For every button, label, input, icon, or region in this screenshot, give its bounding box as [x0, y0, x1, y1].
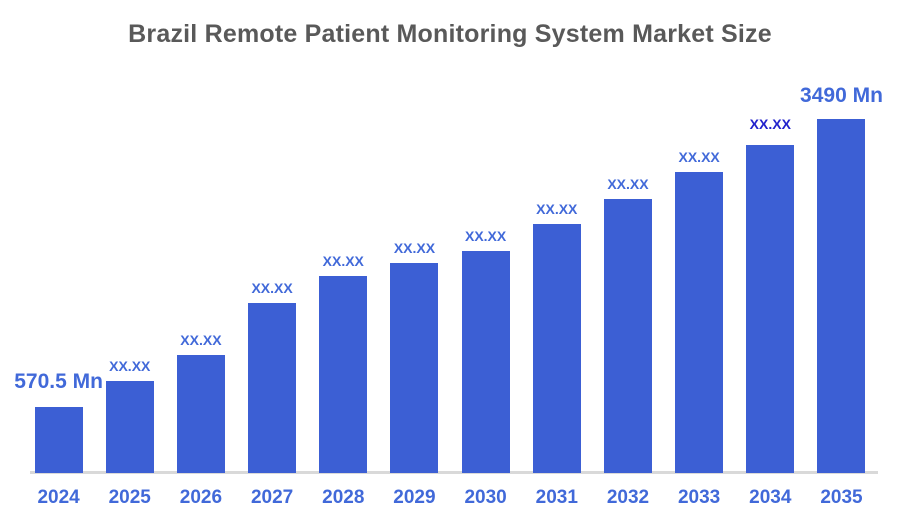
- bar-2032: [603, 199, 652, 473]
- x-axis-label: 2033: [677, 487, 721, 508]
- bar-2031: [532, 224, 581, 473]
- x-axis-label: 2026: [179, 487, 223, 508]
- x-axis-label: 2028: [322, 487, 365, 508]
- bar-value-label: 3490 Mn: [800, 84, 883, 107]
- bar-value-label: XX.XX: [536, 201, 578, 217]
- bar-value-label: 570.5 Mn: [14, 370, 103, 393]
- bar-2033: [675, 172, 724, 473]
- bar-2024: [34, 407, 83, 473]
- bar-column-2030: XX.XX 2030: [450, 0, 521, 508]
- chart-title: Brazil Remote Patient Monitoring System …: [128, 20, 772, 48]
- bar-column-2029: XX.XX 2029: [379, 0, 450, 508]
- bar-2026: [176, 355, 225, 473]
- bar-value-label: XX.XX: [322, 253, 364, 269]
- x-axis-label: 2031: [535, 487, 578, 508]
- bar-column-2035: 3490 Mn 2035: [800, 0, 883, 508]
- bar-value-label: XX.XX: [464, 228, 507, 244]
- bar-column-2034: XX.XX 2034: [735, 0, 806, 508]
- x-axis-label: 2025: [108, 487, 151, 508]
- bar-2035: [817, 119, 866, 473]
- bar-value-label: XX.XX: [607, 176, 649, 192]
- x-axis-label: 2027: [250, 487, 294, 508]
- bar-value-label: XX.XX: [109, 358, 151, 374]
- bar-column-2033: XX.XX 2033: [664, 0, 735, 508]
- bar-2025: [105, 381, 154, 473]
- bar-column-2032: XX.XX 2032: [592, 0, 663, 508]
- x-axis-line: [30, 471, 878, 474]
- bar-2030: [461, 251, 510, 473]
- x-axis-label: 2029: [393, 487, 436, 508]
- bar-column-2031: XX.XX 2031: [521, 0, 592, 508]
- x-axis-label: 2030: [464, 487, 507, 508]
- x-axis-label: 2034: [749, 487, 792, 508]
- bar-column-2025: XX.XX 2025: [94, 0, 165, 508]
- bar-column-2024: 570.5 Mn 2024: [14, 0, 103, 508]
- x-axis-label: 2035: [820, 487, 863, 508]
- bar-column-2026: XX.XX 2026: [165, 0, 236, 508]
- bar-value-label: XX.XX: [678, 149, 720, 165]
- bar-value-label: XX.XX: [393, 240, 436, 256]
- bar-2029: [390, 263, 439, 473]
- bar-2027: [248, 303, 297, 473]
- bar-2034: [746, 145, 795, 473]
- plot-area: 570.5 Mn 2024 XX.XX 2025 XX.XX 2026 XX.XX 2027 X…: [14, 0, 883, 508]
- x-axis-label: 2032: [606, 487, 650, 508]
- bar-column-2027: XX.XX 2027: [237, 0, 308, 508]
- x-axis-label: 2024: [37, 487, 80, 508]
- bar-value-label: XX.XX: [251, 280, 293, 296]
- bar-value-label: XX.XX: [749, 116, 791, 132]
- bar-2028: [319, 276, 368, 473]
- bar-column-2028: XX.XX 2028: [308, 0, 379, 508]
- bar-value-label: XX.XX: [180, 332, 222, 348]
